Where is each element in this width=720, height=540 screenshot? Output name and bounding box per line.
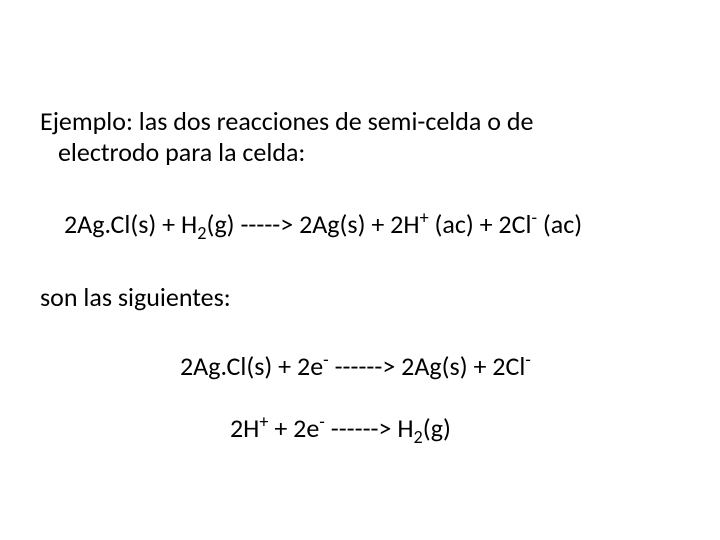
equation-overall: 2Ag.Cl(s) + H2(g) -----> 2Ag(s) + 2H+ (a… [40,209,680,240]
equation-half-2: 2H+ + 2e- ------> H2(g) [40,413,680,444]
eq2-part-a: 2Ag.Cl(s) + 2e [180,350,323,382]
eq3-part-a: 2H [230,412,259,444]
eq2-part-b: ------> 2Ag(s) + 2Cl [329,350,526,382]
mid-text: son las siguientes: [40,281,231,313]
eq1-part-d: (ac) [537,208,582,240]
eq2-sup-2: - [525,348,531,370]
mid-paragraph: son las siguientes: [40,282,680,313]
intro-line-2: electrodo para la celda: [40,136,305,168]
eq3-part-c: ------> H [325,412,414,444]
equation-half-1: 2Ag.Cl(s) + 2e- ------> 2Ag(s) + 2Cl- [40,351,680,382]
eq3-sub-1: 2 [414,427,423,449]
spacer [40,381,680,413]
spacer [40,240,680,282]
eq3-part-b: + 2e [268,412,319,444]
eq1-part-c: (ac) + 2Cl [429,208,532,240]
spacer [40,167,680,209]
eq1-part-a: 2Ag.Cl(s) + H [64,208,197,240]
intro-line-1: Ejemplo: las dos reacciones de semi-celd… [40,105,533,137]
intro-paragraph: Ejemplo: las dos reacciones de semi-celd… [40,106,680,167]
eq3-part-d: (g) [423,412,451,444]
eq1-part-b: (g) -----> 2Ag(s) + 2H [206,208,419,240]
eq1-sup-1: + [420,207,429,229]
slide: Ejemplo: las dos reacciones de semi-celd… [0,0,720,540]
spacer [40,313,680,351]
